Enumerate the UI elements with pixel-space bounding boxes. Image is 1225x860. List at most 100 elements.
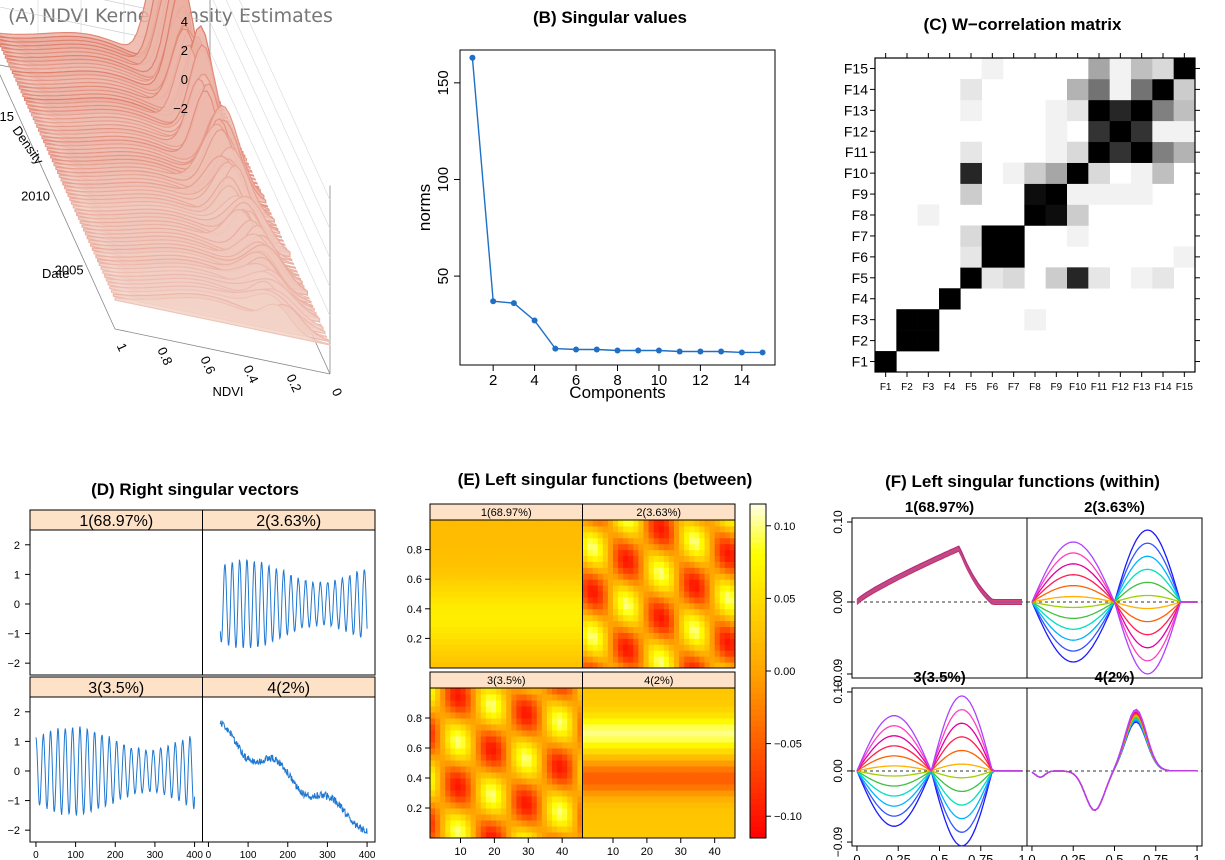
e-cell [613,520,619,527]
e-cell [455,614,461,622]
e-cell [450,662,456,669]
e-cell [450,585,456,592]
e-cell [460,650,467,657]
e-cell [648,644,655,651]
e-cell [643,772,650,779]
f-series-line [856,695,1022,773]
e-cell [516,602,522,610]
e-cell [496,573,502,580]
e-colorbar-label: 0.00 [774,666,795,678]
e-cell [526,772,533,779]
e-cell [648,579,655,586]
e-cell [475,760,482,767]
e-cell [587,537,594,545]
e-cell [450,718,456,725]
e-cell [613,585,619,592]
e-cell [663,766,670,773]
e-cell [485,832,492,839]
e-cell [552,808,558,815]
f-series-line [856,550,1022,606]
e-cell [516,766,522,773]
c-xtick-label: F7 [1008,382,1020,393]
e-cell [506,561,512,568]
e-cell [445,520,451,527]
e-cell [470,614,477,622]
e-cell [546,561,553,568]
e-colorbar-cell [750,637,766,644]
e-cell [587,820,594,827]
e-cell [440,632,446,639]
e-cell [623,772,629,779]
e-cell [602,520,609,527]
e-cell [663,814,670,821]
e-cell [618,549,624,557]
e-cell [496,525,502,533]
e-cell [470,537,477,545]
e-cell [557,736,563,743]
e-cell [506,820,512,827]
e-colorbar-cell [750,531,766,538]
e-cell [709,700,716,707]
e-cell [521,549,528,557]
e-cell [709,596,716,604]
e-cell [577,778,583,785]
e-cell [714,579,721,586]
e-cell [689,608,695,616]
e-cell [679,596,685,604]
e-cell [455,561,461,568]
e-cell [531,808,538,815]
e-cell [592,596,599,604]
a-x-tick: 0 [329,386,346,399]
e-cell [440,662,446,669]
a-x-tick: 0.6 [197,354,218,377]
e-cell [480,638,487,645]
e-cell [623,608,629,616]
e-cell [516,796,522,803]
e-cell [668,760,675,767]
e-cell [440,549,446,557]
e-cell [521,706,528,713]
e-cell [592,718,599,725]
e-cell [430,796,436,803]
e-cell [460,620,467,628]
e-cell [511,688,517,695]
e-cell [618,742,624,749]
e-cell [633,656,639,663]
c-ytick-label: F7 [852,228,869,244]
e-cell [536,561,543,568]
e-cell [602,561,609,568]
e-cell [567,802,573,809]
e-cell [572,614,578,622]
e-cell [684,591,690,598]
e-cell [618,688,624,695]
e-cell [531,602,538,610]
e-cell [526,724,533,731]
e-cell [628,525,634,533]
e-cell [653,591,660,598]
e-cell [460,766,467,773]
e-cell [613,712,619,719]
e-cell [470,579,477,586]
e-cell [623,736,629,743]
e-cell [531,742,538,749]
e-strip-label: 3(3.5%) [487,675,526,687]
e-cell [470,567,477,574]
e-cell [653,632,660,639]
e-cell [562,537,568,545]
e-cell [628,614,634,622]
e-cell [491,754,497,761]
e-cell [460,802,467,809]
e-cell [597,585,604,592]
e-cell [496,742,502,749]
e-cell [592,712,599,719]
e-cell [572,784,578,791]
e-cell [699,638,705,645]
e-cell [501,712,507,719]
e-colorbar-cell [750,654,766,661]
e-cell [460,591,467,598]
e-cell [719,748,726,755]
e-cell [445,736,451,743]
e-cell [714,706,721,713]
e-cell [511,591,517,598]
e-cell [699,543,705,551]
